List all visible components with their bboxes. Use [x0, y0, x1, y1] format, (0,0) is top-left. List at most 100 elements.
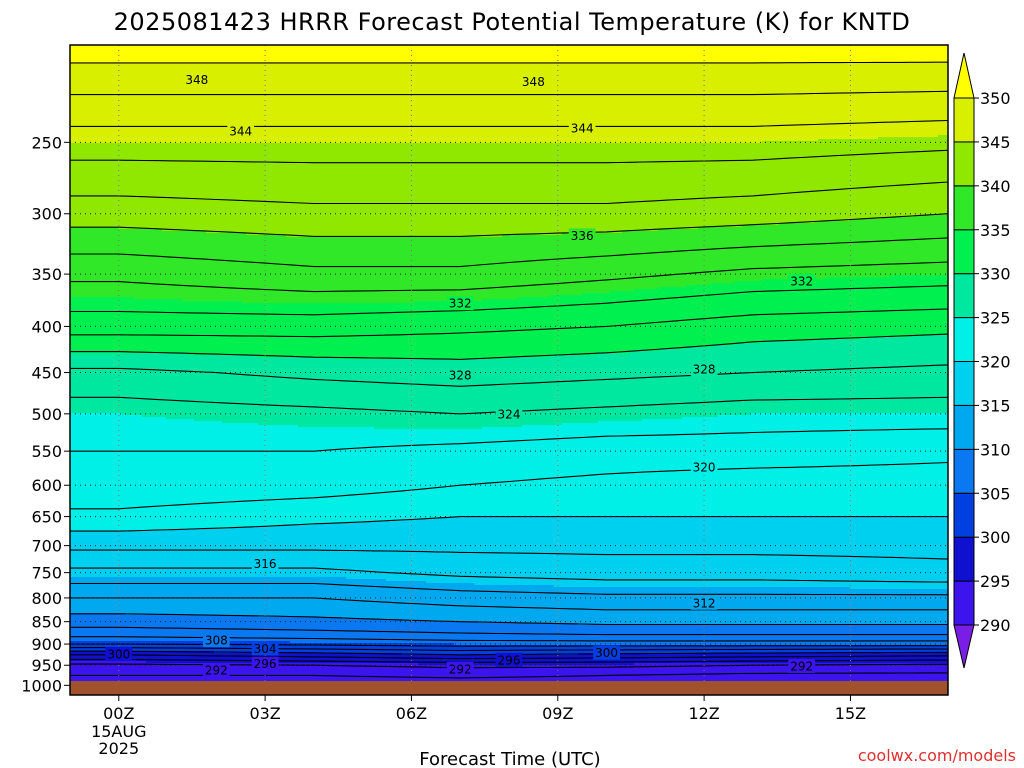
- colorbar-segment: [953, 317, 975, 363]
- contour-label: 332: [449, 297, 472, 311]
- contour-label: 304: [254, 642, 277, 656]
- contour-line-338: [70, 237, 948, 268]
- contour-label-bg: [568, 228, 596, 243]
- colorbar-over-arrow: [953, 52, 975, 99]
- contour-line-328: [70, 364, 948, 387]
- chart-title: 2025081423 HRRR Forecast Potential Tempe…: [114, 8, 911, 36]
- contour-label: 328: [449, 369, 472, 383]
- colorbar-label: 305: [980, 484, 1011, 503]
- contour-label-bg: [495, 652, 523, 667]
- contour-label: 348: [185, 73, 208, 87]
- contour-line-316: [70, 567, 948, 583]
- contour-label-bg: [202, 633, 230, 648]
- contour-label: 328: [693, 363, 716, 377]
- y-tick-label: 550: [31, 442, 62, 461]
- contour-label: 316: [254, 557, 277, 571]
- contour-label-bg: [251, 656, 279, 671]
- contour-label-bg: [183, 72, 211, 87]
- contour-label-bg: [788, 273, 816, 288]
- contour-line-350: [70, 61, 948, 64]
- credit-text: coolwx.com/models: [858, 746, 1016, 765]
- contour-label-bg: [568, 120, 596, 135]
- filled-contours: [70, 45, 948, 695]
- contour-label: 344: [571, 121, 594, 135]
- contour-label: 296: [498, 653, 521, 667]
- x-tick-label: 09Z: [542, 704, 573, 723]
- plot-area: 348 348 344 344 336 332 332 328 328 324 320 316 312 3…: [69, 44, 949, 696]
- contour-line-332: [70, 308, 948, 338]
- contour-label: 312: [693, 596, 716, 610]
- colorbar-label: 345: [980, 133, 1011, 152]
- colorbar-segment: [953, 580, 975, 626]
- contour-line-342: [70, 181, 948, 205]
- plot-frame: [69, 44, 949, 696]
- contour-label: 296: [254, 657, 277, 671]
- colorbar-label: 350: [980, 89, 1011, 108]
- contour-label-bg: [446, 661, 474, 676]
- colorbar-label: 300: [980, 528, 1011, 547]
- contour-label: 300: [595, 646, 618, 660]
- contour-labels: 348 348 344 344 336 332 332 328 328 324 320 316 312 3…: [105, 72, 816, 678]
- colorbar-segment: [953, 361, 975, 406]
- contour-line-322: [70, 461, 948, 510]
- contour-label-bg: [227, 124, 255, 139]
- colorbar-segment: [953, 97, 975, 143]
- contour-label-bg: [251, 556, 279, 571]
- colorbar-segment: [953, 536, 975, 582]
- contour-label-bg: [105, 646, 133, 661]
- contour-line-308: [70, 626, 948, 636]
- colorbar-label: 325: [980, 309, 1011, 328]
- colorbar-label: 335: [980, 221, 1011, 240]
- y-tick-label: 950: [31, 656, 62, 675]
- colorbar-segment: [953, 141, 975, 187]
- contour-line-340: [70, 213, 948, 237]
- contour-label-bg: [690, 460, 718, 475]
- contour-label: 292: [449, 662, 472, 676]
- contour-line-314: [70, 582, 948, 596]
- colorbar-segment: [953, 404, 975, 450]
- contour-label-bg: [788, 659, 816, 674]
- y-tick-label: 450: [31, 364, 62, 383]
- contour-line-344: [70, 149, 948, 164]
- y-tick-label: 300: [31, 205, 62, 224]
- contour-line-318: [70, 549, 948, 560]
- contour-label: 320: [693, 461, 716, 475]
- colorbar-label: 310: [980, 440, 1011, 459]
- contour-label: 308: [205, 634, 228, 648]
- x-tick-label: 15Z: [835, 704, 866, 723]
- x-date-label: 15AUG: [91, 722, 146, 741]
- contour-label: 324: [498, 407, 521, 421]
- y-tick-label: 500: [31, 405, 62, 424]
- colorbar: 290 295 300 305 310 315 320 325 330 335 340 345 350: [953, 52, 1011, 669]
- contour-line-336: [70, 261, 948, 293]
- colorbar-label: 290: [980, 616, 1011, 635]
- contour-label-bg: [446, 296, 474, 311]
- contour-label-bg: [202, 663, 230, 678]
- contour-label-bg: [446, 368, 474, 383]
- contour-label: 292: [790, 660, 813, 674]
- colorbar-label: 340: [980, 177, 1011, 196]
- colorbar-label: 315: [980, 396, 1011, 415]
- contour-label-bg: [690, 362, 718, 377]
- x-tick-label: 06Z: [396, 704, 427, 723]
- contour-line-334: [70, 285, 948, 316]
- contour-label-bg: [519, 74, 547, 89]
- colorbar-segment: [953, 229, 975, 275]
- contour-line-346: [70, 119, 948, 127]
- contour-line-302: [70, 647, 948, 652]
- contour-lines: [70, 61, 948, 686]
- colorbar-segment: [953, 448, 975, 494]
- colorbar-under-arrow: [953, 624, 975, 669]
- colorbar-label: 330: [980, 265, 1011, 284]
- x-tick-label: 03Z: [249, 704, 280, 723]
- x-axis-label: Forecast Time (UTC): [419, 749, 600, 768]
- contour-label-bg: [593, 645, 620, 660]
- contour-line-320: [70, 516, 948, 532]
- colorbar-segment: [953, 492, 975, 538]
- colorbar-label: 320: [980, 353, 1011, 372]
- contour-label: 336: [571, 229, 594, 243]
- contour-label: 292: [205, 664, 228, 678]
- colorbar-segment: [953, 273, 975, 319]
